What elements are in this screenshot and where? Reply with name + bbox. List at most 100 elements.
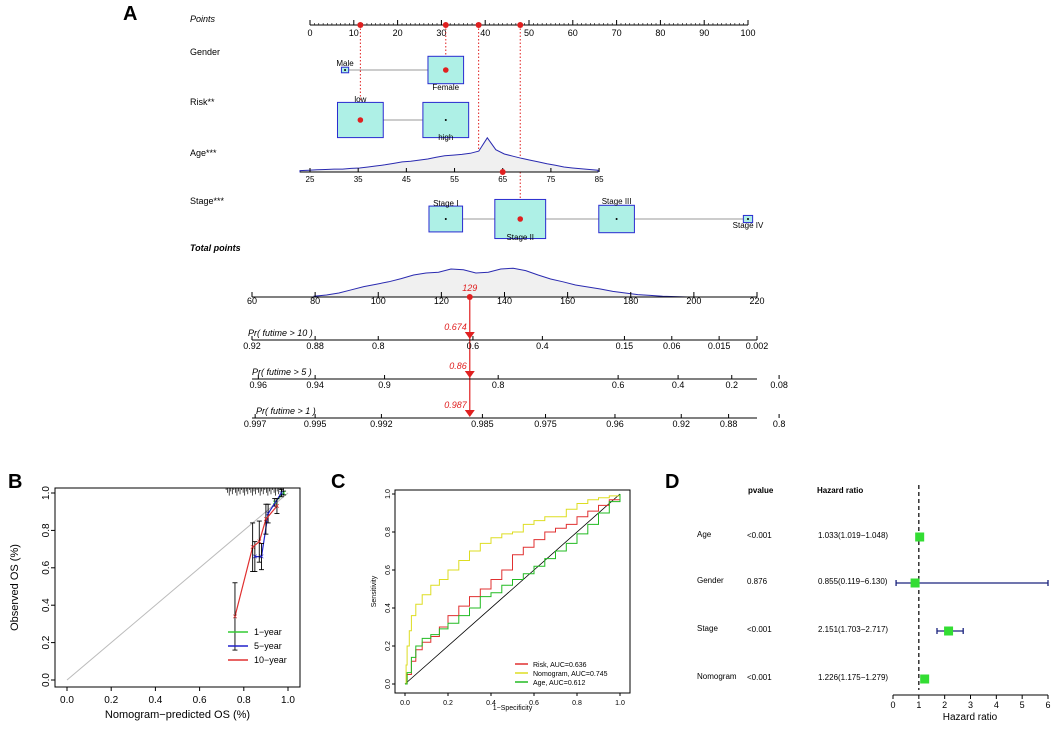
calibration-point: × [263,514,268,524]
level-label: Stage II [506,233,534,242]
panel-b-calibration: 0.0 0.2 0.4 0.6 0.8 1.0 0.0 0.2 0.4 0.6 0.8 1.0 Nomo… [9,486,301,721]
row-name: Gender [697,576,724,585]
total-tick-label: 160 [560,296,575,306]
total-points-value: 129 [462,283,477,293]
panel-label-c: C [331,471,345,493]
age-tick-label: 25 [306,175,315,184]
prob-tick-label: 0.06 [663,341,681,351]
age-tick-label: 75 [546,175,555,184]
row-hr: 1.033(1.019−1.048) [818,531,888,540]
points-tick-label: 0 [307,28,312,38]
level-label: low [354,95,366,104]
age-tick-label: 65 [498,175,507,184]
selected-points-dot [517,22,524,28]
panel-label-d: D [665,471,679,493]
y-tick-label: 0.2 [41,635,52,649]
hr-tick-label: 6 [1045,700,1050,710]
prob-axis-label: Pr( futime > 5 ) [252,367,312,377]
x-axis-label: 1−Specificity [493,705,533,712]
level-dot [344,69,347,71]
row-hr: 1.226(1.175−1.279) [818,673,888,682]
row-hr: 2.151(1.703−2.717) [818,625,888,634]
points-tick-label: 30 [436,28,446,38]
level-dot [444,119,447,121]
hr-marker [915,532,925,542]
x-tick-label: 0.6 [193,695,207,706]
legend-background [510,655,625,690]
y-axis-label: Sensitivity [371,575,378,607]
level-label: Male [336,59,354,68]
prob-tick-label: 0.985 [471,419,494,429]
row-name: Age [697,530,712,539]
hr-tick-label: 4 [994,700,999,710]
total-tick-label: 180 [623,296,638,306]
age-tick-label: 55 [450,175,459,184]
total-points-density [313,267,700,298]
prob-tick-label: 0.6 [467,341,480,351]
row-pvalue: 0.876 [747,577,768,586]
hr-marker [910,578,920,588]
calibration-point: × [279,488,284,498]
selected-level-dot [357,117,364,123]
level-dot [747,218,749,220]
legend-label: 1−year [254,627,282,637]
plot-frame-b [54,487,301,688]
x-tick-label: 0.2 [443,700,453,707]
prob-tick-label: 0.96 [606,419,624,429]
y-tick-label: 0.6 [41,560,52,574]
legend-label: 10−year [254,655,287,665]
level-dot [444,218,447,220]
legend-label: Nomogram, AUC=0.745 [533,671,608,678]
row-pvalue: <0.001 [747,625,772,634]
level-label: Female [432,83,459,92]
prob-tick-label: 0.2 [725,380,738,390]
prob-tick-label: 0.08 [770,380,788,390]
roc-curve [405,494,621,685]
y-tick-label: 0.4 [385,603,392,613]
prob-tick-label: 0.94 [306,380,324,390]
x-tick-label: 0.6 [529,700,539,707]
roc-curve [405,494,621,685]
prob-value: 0.987 [444,400,468,410]
ideal-line [66,492,289,681]
calibration-line [254,492,282,558]
calibration-point: × [232,611,237,621]
x-tick-label: 0.4 [486,700,496,707]
total-tick-label: 100 [371,296,386,306]
x-tick-label: 0.4 [148,695,162,706]
prob-tick-label: 0.88 [306,341,324,351]
hr-header: Hazard ratio [817,486,863,495]
legend-label: Age, AUC=0.612 [533,680,585,687]
level-dot [615,218,618,220]
prob-tick-label: 0.997 [244,419,267,429]
prob-arrow [464,332,475,339]
y-axis-label: Observed OS (%) [9,544,21,631]
prob-tick-label: 0.015 [708,341,731,351]
prob-tick-label: 0.96 [250,380,268,390]
hr-tick-label: 1 [916,700,921,710]
diagonal-reference [404,493,621,685]
x-tick-label: 0.2 [104,695,118,706]
panel-d-forest: pvalue Hazard ratio Age <0.001 1.033(1.019−1… [697,485,1051,723]
prob-axis-label: Pr( futime > 10 ) [248,328,313,338]
x-tick-label: 0.8 [572,700,582,707]
prob-tick-label: 0.995 [304,419,327,429]
points-tick-label: 40 [480,28,490,38]
age-tick-label: 45 [402,175,411,184]
row-name: Nomogram [697,672,737,681]
prob-tick-label: 0.92 [243,341,261,351]
selected-level-dot [442,67,449,73]
age-density [299,136,599,173]
variable-label-risk: Risk** [190,97,215,107]
selected-points-dot [357,22,364,28]
selected-level-dot [517,216,524,222]
x-tick-label: 0.8 [237,695,251,706]
total-tick-label: 60 [247,296,257,306]
prob-arrow [464,410,475,417]
hr-tick-label: 2 [942,700,947,710]
y-tick-label: 1.0 [385,489,392,499]
total-tick-label: 140 [497,296,512,306]
total-points-label: Total points [190,243,241,253]
selected-points-dot [475,22,482,28]
